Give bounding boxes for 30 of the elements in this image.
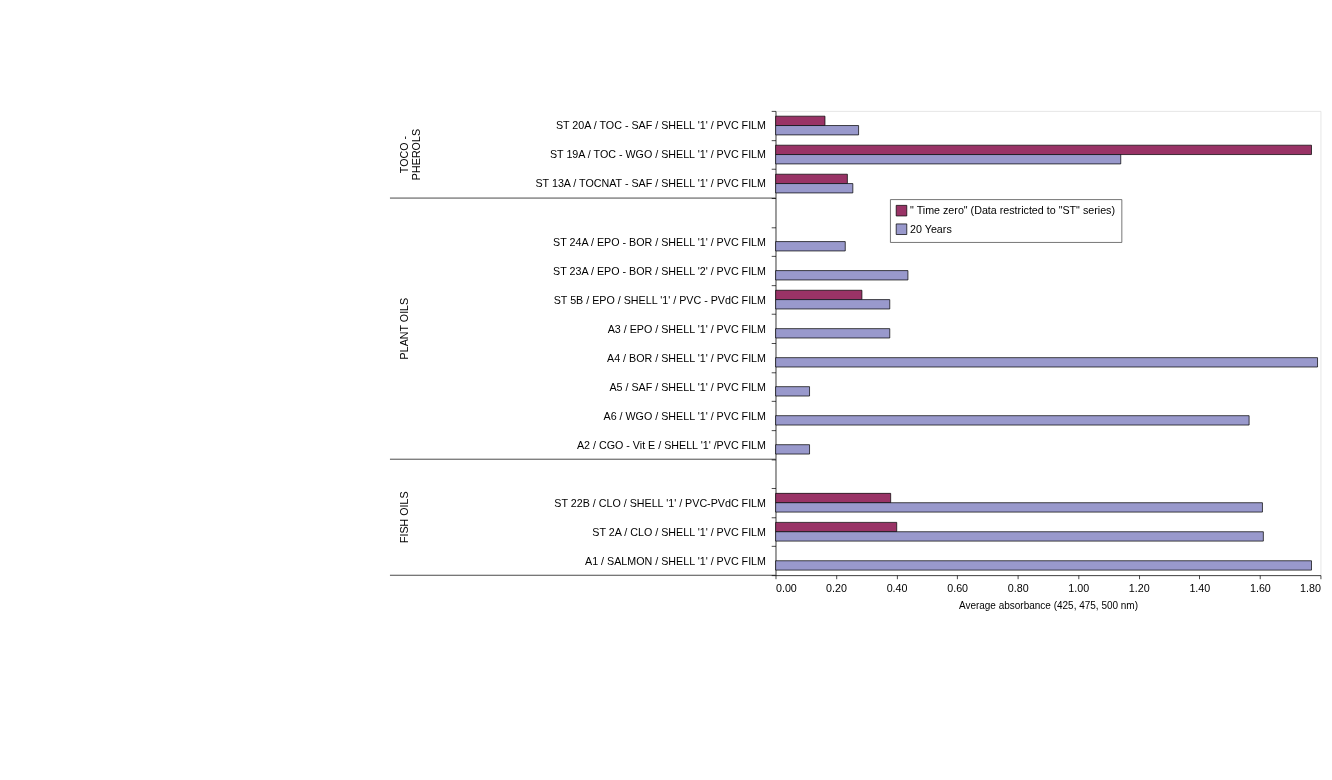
y-tick-label: ST 23A / EPO - BOR / SHELL '2' / PVC FILM [553, 264, 767, 277]
y-tick-label: A4 / BOR / SHELL '1' / PVC FILM [607, 351, 767, 364]
x-tick-label: 1.20 [1128, 582, 1150, 595]
x-axis-title: Average absorbance (425, 475, 500 nm) [958, 600, 1139, 612]
y-tick-label: ST 2A / CLO / SHELL '1' / PVC FILM [592, 525, 767, 538]
x-tick-label: 0.80 [1007, 582, 1029, 595]
text: TOCO - PHEROLS [397, 128, 422, 181]
y-tick-label: ST 22B / CLO / SHELL '1' / PVC-PVdC FILM [554, 496, 767, 509]
y-tick-label: ST 13A / TOCNAT - SAF / SHELL '1' / PVC FILM [535, 177, 767, 190]
x-tick-label: 0.40 [886, 582, 908, 595]
y-tick-label: A5 / SAF / SHELL '1' / PVC FILM [609, 380, 767, 393]
legend-label: 20 Years [910, 222, 952, 235]
x-tick-label: 0.00 [775, 582, 797, 595]
y-tick-label: ST 20A / TOC - SAF / SHELL '1' / PVC FILM [555, 119, 767, 132]
x-tick-label: 1.60 [1249, 582, 1271, 595]
y-tick-label: A3 / EPO / SHELL '1' / PVC FILM [607, 322, 767, 335]
y-tick-label: A2 / CGO - Vit E / SHELL '1' /PVC FILM [576, 438, 767, 451]
text: FISH OILS [397, 491, 410, 544]
text: PLANT OILS [397, 297, 410, 360]
x-tick-label: 0.20 [826, 582, 847, 595]
y-tick-label: A6 / WGO / SHELL '1' / PVC FILM [603, 409, 767, 422]
y-tick-label: ST 5B / EPO / SHELL '1' / PVC - PVdC FILM [553, 293, 767, 306]
y-tick-label: ST 24A / EPO - BOR / SHELL '1' / PVC FILM [553, 235, 767, 248]
y-tick-label: A1 / SALMON / SHELL '1' / PVC FILM [585, 554, 767, 567]
x-tick-label: 1.80 [1300, 582, 1321, 595]
y-tick-label: ST 19A / TOC - WGO / SHELL '1' / PVC FILM [549, 148, 767, 161]
x-tick-label: 0.60 [947, 582, 969, 595]
x-tick-label: 1.40 [1189, 582, 1211, 595]
legend-label: " Time zero" (Data restricted to "ST" series) [910, 204, 1115, 217]
x-tick-label: 1.00 [1068, 582, 1090, 595]
